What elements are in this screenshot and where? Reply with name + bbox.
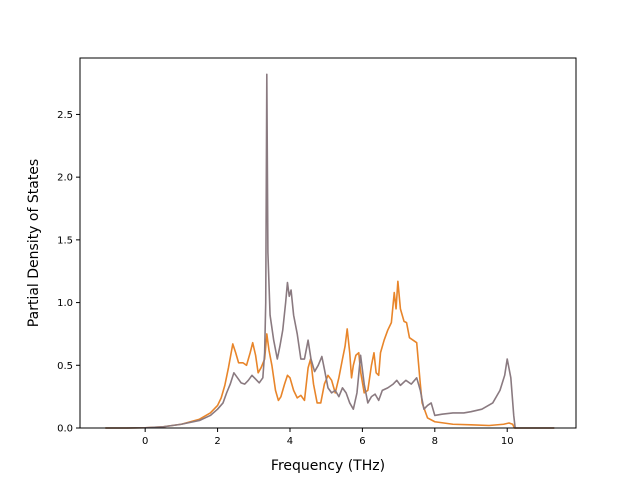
series-line-1 [105, 280, 555, 429]
x-tick-label: 6 [359, 436, 365, 447]
x-tick-label: 0 [142, 436, 148, 447]
x-tick-label: 4 [287, 436, 293, 447]
y-axis-label: Partial Density of States [26, 159, 42, 327]
y-tick-label: 1.5 [57, 235, 73, 246]
x-axis: 0 2 4 6 8 10 [142, 428, 514, 447]
series-line-2 [105, 73, 555, 429]
y-tick-label: 1.0 [57, 298, 73, 309]
y-tick-label: 2.5 [57, 110, 73, 121]
series-layer [105, 73, 555, 429]
y-tick-label: 0.5 [57, 361, 73, 372]
x-tick-label: 8 [432, 436, 438, 447]
y-axis: 0.0 0.5 1.0 1.5 2.0 2.5 [57, 110, 80, 435]
x-axis-label: Frequency (THz) [271, 458, 385, 474]
plot-frame [79, 57, 577, 429]
x-tick-label: 2 [214, 436, 220, 447]
x-tick-label: 10 [501, 436, 514, 447]
y-tick-label: 2.0 [57, 173, 73, 184]
y-tick-label: 0.0 [57, 424, 73, 435]
